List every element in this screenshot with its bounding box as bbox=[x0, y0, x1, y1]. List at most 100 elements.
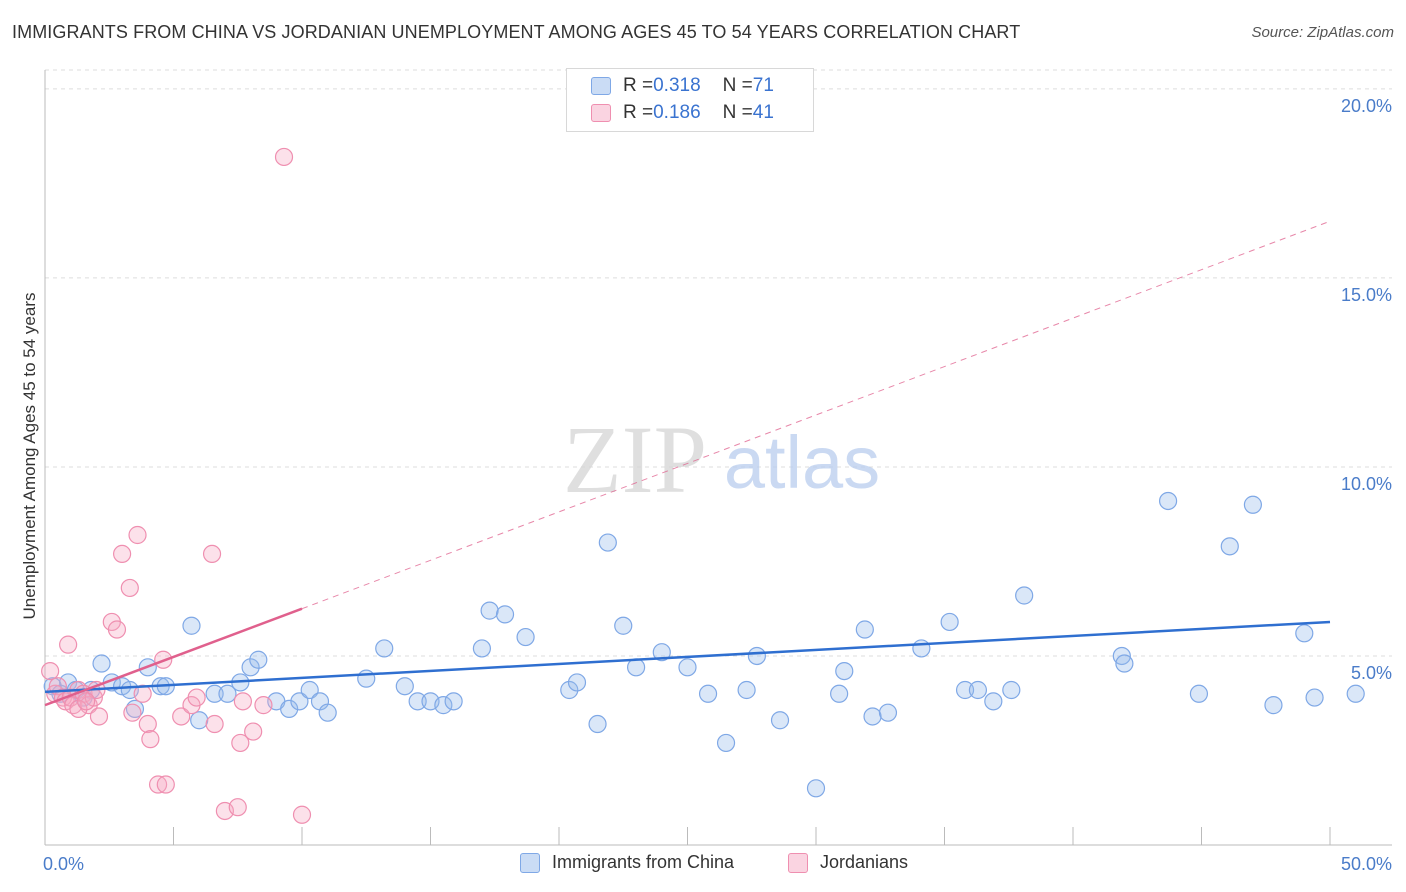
legend-r-value: 0.186 bbox=[653, 102, 701, 123]
x-tick-label: 0.0% bbox=[43, 854, 84, 874]
china-point bbox=[318, 703, 337, 722]
legend-swatch-jordanians bbox=[591, 104, 611, 122]
china-point bbox=[770, 711, 790, 730]
axes bbox=[44, 70, 1392, 846]
china-point bbox=[968, 680, 988, 700]
jordanian-point bbox=[205, 714, 224, 734]
legend-r-value: 0.318 bbox=[653, 75, 701, 96]
china-point bbox=[560, 680, 579, 700]
legend-swatch-china bbox=[591, 77, 611, 95]
jordanian-point bbox=[141, 730, 160, 749]
china-point bbox=[357, 669, 376, 688]
china-point bbox=[375, 639, 394, 658]
y-tick-label: 10.0% bbox=[1341, 474, 1392, 494]
jordanian-point bbox=[172, 707, 191, 726]
jordanian-point bbox=[233, 692, 252, 711]
jordanian-point bbox=[59, 635, 78, 654]
jordanian-point bbox=[133, 684, 152, 703]
tick-labels: 5.0% 10.0% 15.0% 20.0% 0.0% 50.0% bbox=[43, 96, 1392, 874]
bottom-legend-swatch-china bbox=[520, 852, 540, 873]
bottom-legend-jordanians: Jordanians bbox=[788, 852, 908, 873]
china-point bbox=[698, 684, 718, 703]
china-point bbox=[241, 658, 260, 677]
china-point bbox=[1305, 688, 1324, 707]
china-point bbox=[626, 658, 646, 677]
jordanian-trend-extension bbox=[301, 220, 1331, 610]
china-point bbox=[1243, 495, 1263, 514]
watermark-atlas: atlas bbox=[724, 421, 880, 504]
legend-n-value: 71 bbox=[752, 75, 774, 96]
china-point bbox=[300, 680, 319, 700]
china-point bbox=[408, 692, 427, 711]
china-point bbox=[678, 658, 697, 677]
china-point bbox=[835, 661, 854, 681]
china-point bbox=[716, 733, 736, 753]
y-tick-label: 5.0% bbox=[1351, 663, 1392, 683]
jordanian-point bbox=[77, 692, 96, 711]
china-point bbox=[205, 684, 224, 703]
legend-row-jordanians: R = 0.186 N = 41 bbox=[591, 100, 774, 126]
jordanian-point bbox=[254, 696, 273, 715]
legend-n-label: N = bbox=[722, 75, 753, 96]
china-point bbox=[912, 639, 931, 658]
china-point bbox=[1264, 696, 1283, 715]
china-point bbox=[652, 643, 671, 662]
bottom-legend-label-china: Immigrants from China bbox=[552, 852, 735, 872]
china-point bbox=[598, 533, 617, 552]
jordanian-point bbox=[292, 805, 312, 824]
china-point bbox=[1189, 684, 1209, 703]
china-point bbox=[588, 714, 607, 734]
china-point bbox=[190, 711, 209, 730]
jordanian-point bbox=[120, 578, 139, 598]
legend-n-label: N = bbox=[722, 102, 753, 123]
jordanian-point bbox=[89, 707, 109, 726]
china-point bbox=[480, 601, 499, 620]
china-point bbox=[444, 692, 463, 711]
china-point bbox=[1158, 491, 1178, 511]
y-tick-label: 15.0% bbox=[1341, 285, 1392, 305]
china-point bbox=[1002, 680, 1021, 700]
legend-r-label: R = bbox=[623, 102, 654, 123]
china-point bbox=[182, 616, 201, 635]
china-point bbox=[567, 673, 587, 692]
jordanian-point bbox=[274, 147, 294, 167]
jordanian-point bbox=[107, 620, 127, 639]
china-point bbox=[472, 639, 491, 658]
china-point bbox=[280, 699, 299, 719]
china-point bbox=[878, 703, 898, 722]
watermark-zip: ZIP bbox=[563, 406, 707, 513]
correlation-legend: R = 0.318 N = 71 R = 0.186 N = 41 bbox=[566, 68, 814, 132]
china-point bbox=[218, 684, 237, 703]
jordanian-point bbox=[112, 544, 132, 564]
jordanian-point bbox=[123, 703, 142, 722]
grid-lines bbox=[45, 69, 1392, 657]
china-point bbox=[1015, 586, 1034, 605]
china-point bbox=[737, 680, 756, 700]
china-point bbox=[516, 627, 535, 647]
chart-source: Source: ZipAtlas.com bbox=[1251, 24, 1394, 41]
china-point bbox=[806, 779, 826, 798]
x-tick-label: 50.0% bbox=[1341, 854, 1392, 874]
chart-title: IMMIGRANTS FROM CHINA VS JORDANIAN UNEMP… bbox=[12, 22, 1021, 42]
jordanian-point bbox=[156, 775, 175, 794]
jordanian-point bbox=[41, 661, 60, 681]
china-point bbox=[290, 692, 309, 711]
jordanian-point bbox=[202, 544, 222, 564]
series-jordanians bbox=[41, 147, 312, 824]
china-point bbox=[855, 620, 874, 639]
jordanian-point bbox=[231, 733, 250, 753]
legend-row-china: R = 0.318 N = 71 bbox=[591, 73, 774, 99]
china-point bbox=[1115, 654, 1134, 673]
trend-lines bbox=[44, 220, 1331, 707]
china-point bbox=[434, 696, 453, 715]
jordanian-trend-line bbox=[44, 607, 303, 707]
china-point bbox=[747, 646, 766, 666]
china-point bbox=[614, 616, 633, 635]
bottom-legend-swatch-jordanians bbox=[788, 852, 808, 873]
china-point bbox=[1295, 624, 1314, 643]
legend-r-label: R = bbox=[623, 75, 654, 96]
china-point bbox=[249, 650, 268, 669]
china-point bbox=[830, 684, 849, 703]
jordanian-point bbox=[228, 798, 247, 817]
